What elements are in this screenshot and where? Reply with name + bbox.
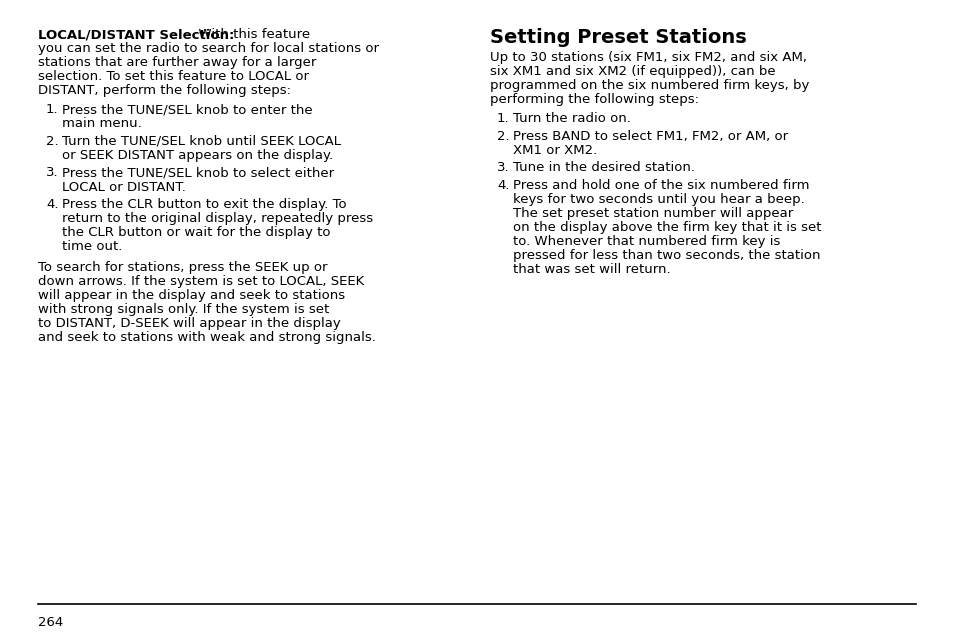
Text: With this feature: With this feature	[190, 28, 310, 41]
Text: return to the original display, repeatedly press: return to the original display, repeated…	[62, 212, 373, 225]
Text: selection. To set this feature to LOCAL or: selection. To set this feature to LOCAL …	[38, 70, 309, 83]
Text: 264: 264	[38, 616, 63, 629]
Text: will appear in the display and seek to stations: will appear in the display and seek to s…	[38, 289, 345, 302]
Text: stations that are further away for a larger: stations that are further away for a lar…	[38, 56, 316, 69]
Text: with strong signals only. If the system is set: with strong signals only. If the system …	[38, 303, 329, 316]
Text: 1.: 1.	[46, 103, 58, 116]
Text: 2.: 2.	[46, 135, 58, 148]
Text: XM1 or XM2.: XM1 or XM2.	[513, 144, 597, 157]
Text: time out.: time out.	[62, 240, 122, 253]
Text: six XM1 and six XM2 (if equipped)), can be: six XM1 and six XM2 (if equipped)), can …	[490, 65, 775, 78]
Text: Press BAND to select FM1, FM2, or AM, or: Press BAND to select FM1, FM2, or AM, or	[513, 130, 787, 143]
Text: you can set the radio to search for local stations or: you can set the radio to search for loca…	[38, 42, 378, 55]
Text: Press the CLR button to exit the display. To: Press the CLR button to exit the display…	[62, 198, 346, 211]
Text: 3.: 3.	[46, 167, 58, 179]
Text: down arrows. If the system is set to LOCAL, SEEK: down arrows. If the system is set to LOC…	[38, 275, 364, 287]
Text: pressed for less than two seconds, the station: pressed for less than two seconds, the s…	[513, 249, 820, 262]
Text: or SEEK DISTANT appears on the display.: or SEEK DISTANT appears on the display.	[62, 149, 333, 162]
Text: DISTANT, perform the following steps:: DISTANT, perform the following steps:	[38, 84, 291, 97]
Text: LOCAL/DISTANT Selection:: LOCAL/DISTANT Selection:	[38, 28, 234, 41]
Text: the CLR button or wait for the display to: the CLR button or wait for the display t…	[62, 226, 330, 239]
Text: Turn the TUNE/SEL knob until SEEK LOCAL: Turn the TUNE/SEL knob until SEEK LOCAL	[62, 135, 340, 148]
Text: 4.: 4.	[497, 179, 509, 192]
Text: The set preset station number will appear: The set preset station number will appea…	[513, 207, 792, 220]
Text: Press the TUNE/SEL knob to enter the: Press the TUNE/SEL knob to enter the	[62, 103, 313, 116]
Text: To search for stations, press the SEEK up or: To search for stations, press the SEEK u…	[38, 261, 327, 273]
Text: 2.: 2.	[497, 130, 509, 143]
Text: programmed on the six numbered firm keys, by: programmed on the six numbered firm keys…	[490, 80, 808, 92]
Text: 3.: 3.	[497, 162, 509, 174]
Text: that was set will return.: that was set will return.	[513, 263, 670, 277]
Text: performing the following steps:: performing the following steps:	[490, 93, 699, 106]
Text: Turn the radio on.: Turn the radio on.	[513, 113, 630, 125]
Text: 1.: 1.	[497, 113, 509, 125]
Text: 4.: 4.	[46, 198, 58, 211]
Text: Press and hold one of the six numbered firm: Press and hold one of the six numbered f…	[513, 179, 809, 192]
Text: to. Whenever that numbered firm key is: to. Whenever that numbered firm key is	[513, 235, 780, 248]
Text: Setting Preset Stations: Setting Preset Stations	[490, 28, 746, 47]
Text: and seek to stations with weak and strong signals.: and seek to stations with weak and stron…	[38, 331, 375, 344]
Text: Press the TUNE/SEL knob to select either: Press the TUNE/SEL knob to select either	[62, 167, 334, 179]
Text: on the display above the firm key that it is set: on the display above the firm key that i…	[513, 221, 821, 234]
Text: to DISTANT, D-SEEK will appear in the display: to DISTANT, D-SEEK will appear in the di…	[38, 317, 340, 330]
Text: Up to 30 stations (six FM1, six FM2, and six AM,: Up to 30 stations (six FM1, six FM2, and…	[490, 51, 806, 64]
Text: keys for two seconds until you hear a beep.: keys for two seconds until you hear a be…	[513, 193, 804, 206]
Text: Tune in the desired station.: Tune in the desired station.	[513, 162, 695, 174]
Text: main menu.: main menu.	[62, 117, 142, 130]
Text: LOCAL or DISTANT.: LOCAL or DISTANT.	[62, 181, 186, 193]
